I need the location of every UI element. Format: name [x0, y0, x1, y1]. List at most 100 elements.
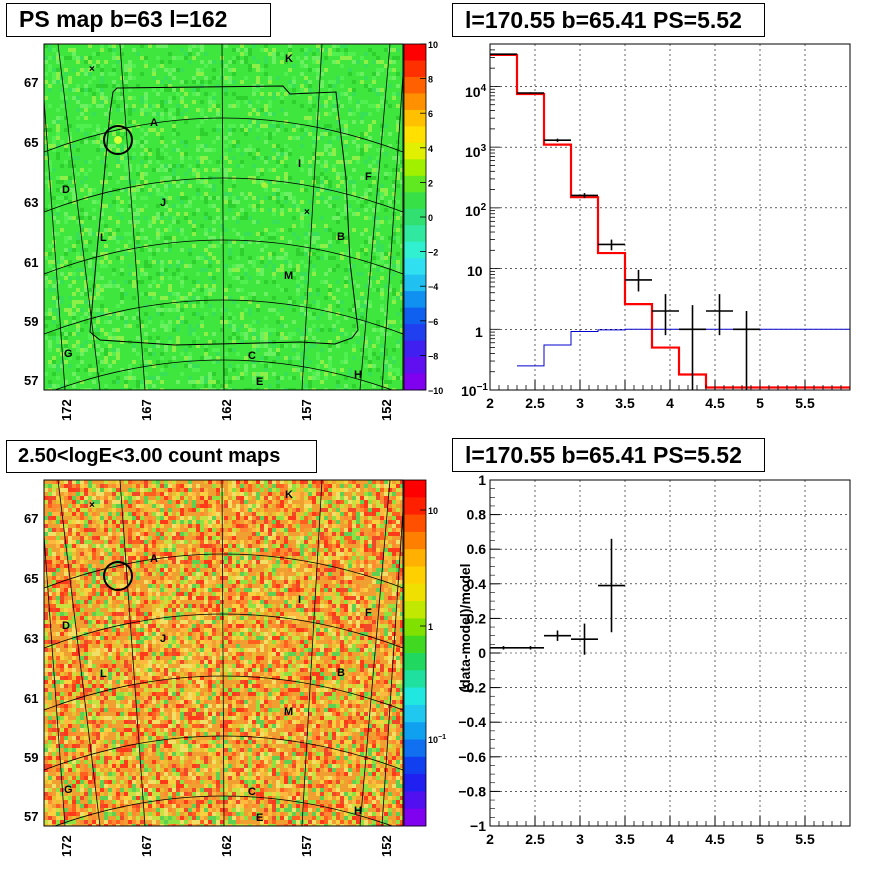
map-pixel [84, 212, 88, 216]
map-pixel [76, 356, 80, 360]
map-pixel [76, 572, 80, 576]
map-pixel [76, 340, 80, 344]
region-label: E [256, 376, 263, 388]
map-pixel [316, 304, 320, 308]
map-pixel [276, 348, 280, 352]
map-pixel [140, 592, 144, 596]
map-pixel [392, 236, 396, 240]
map-pixel [196, 180, 200, 184]
map-pixel [140, 100, 144, 104]
map-pixel [200, 492, 204, 496]
map-pixel [312, 556, 316, 560]
map-pixel [104, 252, 108, 256]
map-pixel [120, 148, 124, 152]
map-pixel [132, 96, 136, 100]
map-pixel [92, 324, 96, 328]
map-pixel [148, 240, 152, 244]
map-pixel [96, 292, 100, 296]
map-pixel [332, 484, 336, 488]
map-pixel [324, 540, 328, 544]
map-pixel [152, 552, 156, 556]
map-pixel [300, 368, 304, 372]
map-pixel [84, 68, 88, 72]
map-pixel [328, 184, 332, 188]
map-pixel [60, 384, 64, 388]
map-pixel [188, 168, 192, 172]
map-pixel [184, 236, 188, 240]
map-pixel [116, 196, 120, 200]
map-pixel [44, 500, 48, 504]
map-pixel [312, 140, 316, 144]
map-pixel [188, 380, 192, 384]
colorbar-tick-label: −8 [428, 351, 438, 361]
map-pixel [248, 240, 252, 244]
map-pixel [328, 204, 332, 208]
map-pixel [240, 508, 244, 512]
map-pixel [192, 328, 196, 332]
region-label: M [284, 270, 293, 282]
map-pixel [336, 344, 340, 348]
map-pixel [208, 544, 212, 548]
map-pixel [384, 176, 388, 180]
map-pixel [224, 296, 228, 300]
map-pixel [392, 512, 396, 516]
map-pixel [76, 172, 80, 176]
map-pixel [180, 488, 184, 492]
map-pixel [272, 144, 276, 148]
map-pixel [136, 552, 140, 556]
map-pixel [312, 376, 316, 380]
map-pixel [304, 596, 308, 600]
map-pixel [392, 540, 396, 544]
map-pixel [356, 484, 360, 488]
map-pixel [176, 176, 180, 180]
map-pixel [368, 512, 372, 516]
map-pixel [228, 140, 232, 144]
map-pixel [216, 496, 220, 500]
map-pixel [344, 340, 348, 344]
map-pixel [380, 524, 384, 528]
map-pixel [352, 168, 356, 172]
map-pixel [100, 148, 104, 152]
map-pixel [268, 536, 272, 540]
map-pixel [104, 100, 108, 104]
map-pixel [260, 372, 264, 376]
map-pixel [320, 552, 324, 556]
map-pixel [112, 236, 116, 240]
map-pixel [168, 588, 172, 592]
map-pixel [104, 544, 108, 548]
map-pixel [216, 500, 220, 504]
map-pixel [72, 68, 76, 72]
map-pixel [172, 544, 176, 548]
map-pixel [224, 368, 228, 372]
colorbar-segment [404, 357, 426, 375]
map-pixel [272, 192, 276, 196]
map-pixel [204, 148, 208, 152]
map-pixel [240, 524, 244, 528]
map-pixel [360, 132, 364, 136]
map-pixel [400, 168, 403, 172]
map-pixel [112, 328, 116, 332]
map-pixel [312, 312, 316, 316]
map-pixel [336, 120, 340, 124]
map-pixel [300, 588, 304, 592]
map-pixel [176, 268, 180, 272]
map-pixel [56, 540, 60, 544]
map-pixel [192, 296, 196, 300]
map-pixel [132, 192, 136, 196]
colorbar-segment [404, 241, 426, 259]
map-pixel [396, 560, 400, 564]
map-pixel [340, 484, 344, 488]
map-pixel [96, 332, 100, 336]
map-pixel [372, 524, 376, 528]
map-pixel [80, 228, 84, 232]
map-pixel [224, 500, 228, 504]
map-pixel [264, 264, 268, 268]
map-pixel [156, 64, 160, 68]
map-pixel [168, 96, 172, 100]
map-pixel [372, 240, 376, 244]
map-pixel [276, 584, 280, 588]
map-pixel [80, 248, 84, 252]
map-pixel [248, 524, 252, 528]
map-pixel [216, 128, 220, 132]
map-pixel [204, 576, 208, 580]
